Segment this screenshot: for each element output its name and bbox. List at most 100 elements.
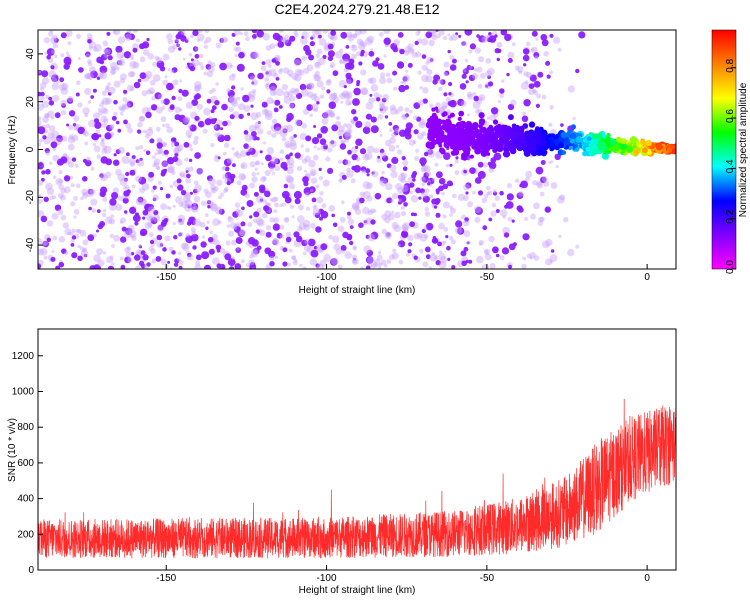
noise-point [407, 176, 414, 184]
noise-point [310, 222, 316, 229]
noise-point [129, 86, 135, 92]
noise-point [362, 219, 369, 226]
noise-point [304, 239, 310, 245]
noise-point [308, 186, 316, 194]
noise-point [194, 184, 202, 193]
noise-point [433, 255, 439, 261]
noise-point [430, 30, 437, 37]
noise-point [243, 105, 251, 112]
noise-point [191, 205, 199, 213]
noise-point [341, 92, 346, 97]
noise-point [274, 54, 281, 62]
noise-point [207, 65, 215, 73]
noise-point [362, 181, 371, 190]
noise-point [532, 180, 538, 186]
noise-point [204, 118, 212, 126]
noise-point [275, 60, 280, 66]
noise-point [422, 195, 430, 203]
noise-point [111, 192, 119, 200]
noise-point [271, 197, 277, 203]
noise-point [389, 136, 396, 144]
signal-point [458, 110, 465, 117]
noise-point [271, 118, 278, 125]
noise-point [383, 30, 390, 35]
noise-point [240, 174, 246, 180]
noise-point [407, 43, 414, 50]
noise-point [414, 233, 421, 240]
noise-point [283, 90, 290, 98]
noise-point [162, 247, 167, 252]
noise-point [575, 244, 580, 249]
noise-point [379, 148, 385, 154]
noise-point [388, 122, 393, 126]
noise-point [303, 181, 309, 187]
noise-point [472, 101, 481, 110]
noise-point [50, 65, 55, 70]
noise-point [269, 261, 275, 267]
noise-point [183, 141, 190, 148]
noise-point [160, 220, 167, 227]
signal-point [547, 133, 552, 138]
noise-point [249, 161, 256, 168]
noise-point [352, 245, 357, 250]
noise-point [96, 209, 101, 214]
noise-point [249, 182, 256, 189]
signal-point [632, 144, 637, 149]
noise-point [347, 35, 354, 42]
noise-point [253, 191, 259, 197]
noise-point [255, 217, 264, 226]
noise-point [272, 32, 281, 41]
noise-point [518, 70, 523, 75]
noise-point [449, 55, 455, 60]
noise-point [307, 238, 316, 247]
noise-point [39, 95, 45, 102]
noise-point [408, 139, 416, 146]
noise-point [217, 134, 225, 143]
noise-point [161, 160, 169, 168]
noise-point [400, 172, 407, 179]
noise-point [242, 94, 250, 103]
noise-point [485, 58, 492, 64]
noise-point [428, 39, 435, 47]
noise-point [169, 184, 174, 189]
noise-point [289, 204, 295, 209]
noise-point [271, 99, 276, 104]
noise-point [246, 200, 254, 207]
noise-point [187, 252, 192, 258]
noise-point [264, 112, 273, 121]
noise-point [53, 54, 58, 59]
signal-point [534, 134, 539, 139]
noise-point [174, 152, 179, 157]
noise-point [330, 92, 338, 100]
noise-point [521, 263, 527, 269]
signal-point [575, 137, 582, 143]
signal-point [441, 112, 446, 118]
noise-point [42, 77, 50, 85]
signal-point [601, 152, 610, 160]
noise-point [72, 123, 77, 127]
noise-point [132, 61, 140, 69]
noise-point [135, 159, 140, 164]
noise-point [310, 177, 318, 184]
noise-point [264, 69, 273, 78]
noise-point [63, 186, 71, 194]
noise-point [121, 156, 130, 164]
noise-point [549, 254, 558, 262]
noise-point [313, 204, 318, 208]
noise-point [511, 219, 515, 223]
noise-point [266, 82, 270, 86]
noise-point [378, 94, 383, 98]
noise-point [397, 174, 406, 182]
noise-point [80, 249, 89, 257]
signal-point [466, 121, 471, 126]
noise-point [171, 171, 176, 175]
noise-point [369, 93, 373, 97]
noise-point [124, 256, 131, 264]
noise-point [213, 186, 219, 192]
noise-point [103, 118, 109, 124]
noise-point [75, 183, 81, 189]
noise-point [454, 159, 459, 164]
noise-point [139, 115, 145, 122]
noise-point [156, 234, 163, 241]
